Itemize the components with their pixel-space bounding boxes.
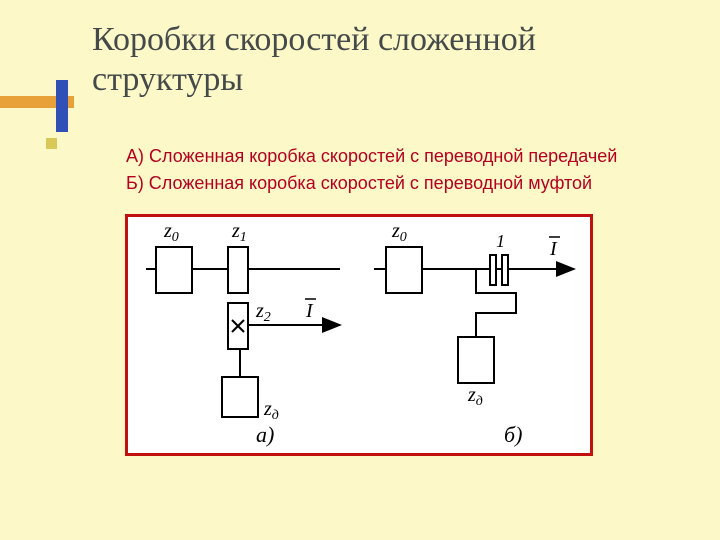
subtitle-b: Б) Сложенная коробка скоростей с перевод…: [126, 173, 592, 194]
svg-text:z2: z2: [255, 300, 271, 325]
svg-text:а): а): [256, 422, 274, 447]
svg-text:б): б): [504, 422, 522, 447]
svg-text:z1: z1: [231, 220, 247, 245]
svg-text:z0: z0: [391, 220, 407, 245]
gearbox-diagram: z0 z1 z2 zд Iа) z0 1 Izд б): [128, 217, 590, 453]
svg-text:zд: zд: [467, 384, 483, 409]
accent-vertical: [56, 80, 68, 132]
subtitle-a: А) Сложенная коробка скоростей с перевод…: [126, 146, 617, 167]
svg-text:I: I: [305, 300, 314, 322]
page-title: Коробки скоростей сложенной структуры: [92, 20, 690, 100]
svg-text:1: 1: [496, 231, 505, 251]
svg-text:zд: zд: [263, 398, 279, 423]
svg-text:z0: z0: [163, 220, 179, 245]
svg-text:I: I: [549, 238, 558, 260]
diagram-frame: z0 z1 z2 zд Iа) z0 1 Izд б): [125, 214, 593, 456]
bullet-square: [46, 138, 57, 149]
